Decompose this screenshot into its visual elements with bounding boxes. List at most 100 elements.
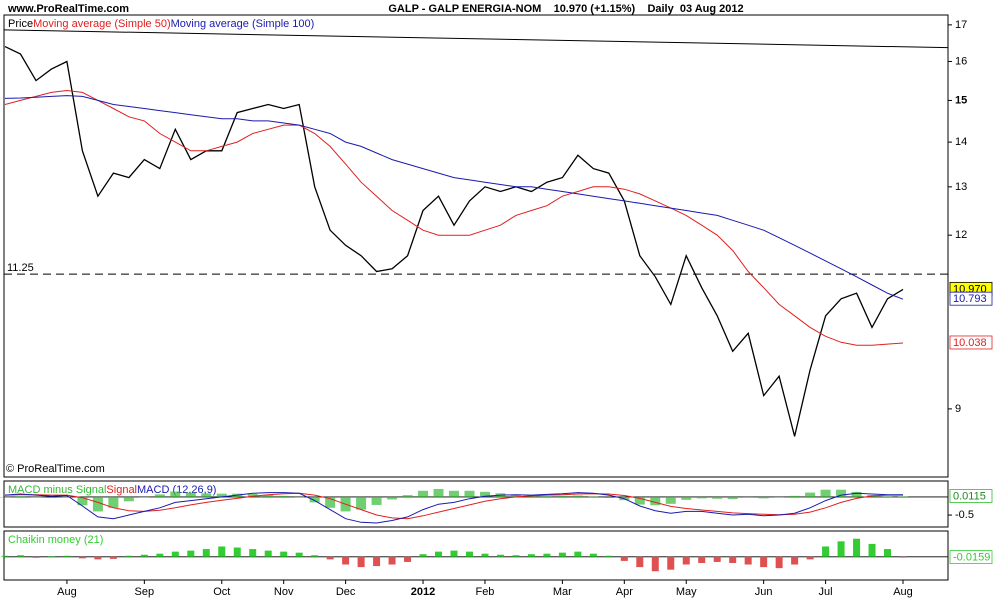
bar (450, 550, 458, 557)
last-value-box (949, 335, 993, 350)
bar (651, 556, 659, 572)
bar (371, 496, 382, 505)
bar (789, 495, 800, 497)
y-tick-label: 16 (955, 55, 967, 67)
bar (185, 492, 196, 497)
series-line (4, 46, 904, 437)
bar (263, 494, 274, 497)
bar (249, 549, 257, 557)
bar (78, 556, 86, 559)
series-line (4, 89, 904, 346)
bar (171, 551, 179, 557)
last-value-box (949, 291, 993, 306)
bar (496, 554, 504, 557)
bar (187, 550, 195, 557)
bar (712, 496, 723, 499)
bar (543, 553, 551, 557)
bar (92, 496, 103, 512)
series-line (4, 492, 903, 520)
bar (481, 553, 489, 557)
bar (30, 496, 41, 498)
bar (140, 554, 148, 557)
bar (154, 494, 165, 497)
bar (465, 551, 473, 557)
y-tick-label: 17 (955, 19, 967, 31)
bar (419, 554, 427, 557)
y-tick-label: 12 (955, 229, 967, 241)
bar (884, 549, 892, 557)
bar (418, 490, 429, 497)
x-tick-label: Mar (553, 586, 572, 598)
bar (696, 496, 707, 499)
bar (280, 551, 288, 557)
bar (278, 495, 289, 497)
y-tick-label: 14 (955, 136, 967, 148)
bar (77, 496, 88, 506)
bar (557, 495, 568, 497)
bar (0, 496, 10, 498)
legend-entry: MACD minus Signal (8, 484, 106, 496)
panel-frame (3, 14, 949, 478)
bar (202, 549, 210, 557)
bar (837, 541, 845, 557)
bar (541, 496, 552, 497)
bar (357, 556, 365, 568)
x-tick-label: Sep (135, 586, 155, 598)
bar (636, 556, 644, 568)
panel-frame (3, 480, 949, 528)
x-tick-label: Nov (274, 586, 294, 598)
bar (805, 492, 816, 497)
last-value-label: 10.793 (953, 293, 987, 305)
bar (729, 556, 737, 563)
y-tick-label: -0.5 (955, 509, 974, 521)
bar (512, 555, 520, 557)
bar (822, 546, 830, 557)
site-name: www.ProRealTime.com (7, 3, 129, 15)
bar (743, 496, 754, 498)
bar (820, 489, 831, 497)
bar (233, 547, 241, 557)
bar (634, 496, 645, 505)
bar (851, 491, 862, 497)
bar (882, 496, 893, 498)
bar (698, 556, 706, 563)
last-value-label: -0.0159 (953, 552, 990, 564)
bar (216, 493, 227, 497)
series-line (4, 492, 903, 524)
x-tick-label: Jun (755, 586, 773, 598)
x-tick-label: 2012 (411, 586, 435, 598)
legend: PriceMoving average (Simple 50)Moving av… (8, 18, 314, 30)
bar (309, 496, 320, 503)
legend-entry: Price (8, 18, 33, 30)
bar (526, 496, 537, 497)
bar (572, 495, 583, 497)
bar (744, 556, 752, 565)
bar (650, 496, 661, 506)
legend: MACD minus SignalSignalMACD (12,26,9) (8, 484, 216, 496)
bar (758, 496, 769, 499)
legend-entry: MACD (12,26,9) (137, 484, 216, 496)
bar (63, 555, 71, 557)
bar (574, 551, 582, 557)
bar (435, 551, 443, 557)
bar (558, 552, 566, 557)
x-tick-label: Oct (213, 586, 230, 598)
bar (836, 489, 847, 497)
bar (899, 556, 907, 558)
bar (682, 556, 690, 565)
x-tick-label: Apr (616, 586, 633, 598)
reference-label: 11.25 (7, 262, 34, 274)
bar (32, 556, 40, 558)
bar (125, 555, 133, 557)
bar (218, 546, 226, 557)
last-value-label: 0.0115 (953, 490, 986, 502)
legend: Chaikin money (21) (8, 534, 103, 546)
y-tick-label: 15 (955, 94, 967, 106)
bar (342, 556, 350, 565)
series-line (4, 95, 904, 300)
bar (325, 496, 336, 508)
bar (156, 553, 164, 557)
x-tick-label: May (676, 586, 697, 598)
bar (853, 538, 861, 557)
